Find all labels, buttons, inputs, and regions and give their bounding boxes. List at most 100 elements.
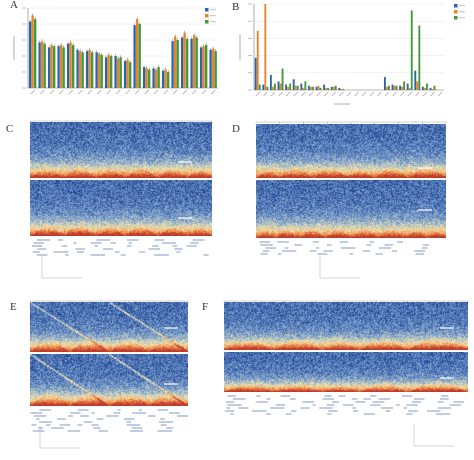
x-tick-label [430,91,435,97]
bar [129,62,132,88]
bar [429,87,432,90]
x-tick-label [369,91,375,97]
bar [302,87,305,90]
bar [152,68,155,88]
bar [431,88,434,90]
x-tick-label [154,89,159,95]
bar [269,74,272,90]
bar [180,37,184,88]
legend [454,4,465,20]
hic-map-c-top [30,122,212,178]
x-tick-label [301,91,306,97]
x-tick-label [135,89,140,95]
bar [205,44,208,88]
bar [292,79,295,90]
bar [59,44,63,88]
bar [123,60,127,88]
hic-map-d-bottom [256,180,446,238]
bar [114,56,117,88]
bar [173,36,177,88]
bar [81,52,84,88]
legend-swatch [205,14,209,18]
x-tick-label [361,91,367,97]
bar [391,84,394,90]
bar [408,87,411,90]
bar [254,57,257,90]
bar [211,48,215,88]
x-tick-label [173,89,178,95]
x-tick-label [192,89,197,95]
legend-swatch [454,16,458,20]
bar [330,86,333,90]
bar [214,51,217,88]
bar [199,47,203,88]
bar [69,42,72,88]
bar [393,85,396,90]
bar [95,52,98,88]
hic-map-c-bottom [30,180,212,236]
x-tick-label [59,89,64,95]
bar [104,57,108,88]
hic-map-f-bottom [224,352,468,392]
bar [274,83,276,90]
bar [76,49,79,88]
bar [289,83,292,90]
x-tick-label [415,91,420,97]
bar [266,86,269,90]
hic-map-e-top [30,302,188,352]
x-tick-label [144,89,149,95]
bar-chart-b [239,3,465,105]
bar [279,83,282,90]
panel-c: C [0,118,232,293]
bar [296,85,299,90]
bar [315,86,318,90]
bar [281,68,284,90]
x-tick-label [285,91,291,97]
x-tick-label [40,89,45,95]
bar [258,84,261,90]
x-tick-label [163,89,168,95]
legend-swatch [454,10,458,14]
bar [88,49,91,88]
bar [325,87,328,90]
bar [277,81,280,90]
bar [256,30,259,90]
bar-chart-a [13,7,218,95]
x-tick-label [392,91,397,97]
bar [327,87,330,90]
bar [383,77,386,90]
bar [342,88,345,90]
x-tick-label [30,89,35,95]
x-tick-label [377,91,382,97]
bar [423,87,426,90]
bar [107,54,110,88]
x-tick-label [125,89,130,95]
panel-b: B [232,0,474,110]
bar [53,46,56,88]
panel-d: D [232,118,474,293]
panel-label-d: D [232,123,240,135]
bar [418,25,421,90]
bar [142,67,146,88]
bar [28,21,32,89]
bar [171,41,174,88]
bar [340,88,343,90]
gene-track-e [29,300,189,449]
x-tick-label [346,91,352,97]
bar [97,53,101,88]
x-tick-label [116,89,121,95]
bar [133,25,136,88]
x-tick-label [422,91,428,97]
hic-map-f-top [224,302,468,350]
bar [399,85,402,90]
bar [47,47,51,88]
bar [148,69,151,88]
bar [100,54,103,88]
bar [78,51,82,88]
bar [119,57,122,88]
x-tick-label [278,91,283,97]
x-tick-label [316,91,321,97]
bar [307,85,310,90]
x-tick-label [384,91,390,97]
x-tick-label [182,89,187,95]
